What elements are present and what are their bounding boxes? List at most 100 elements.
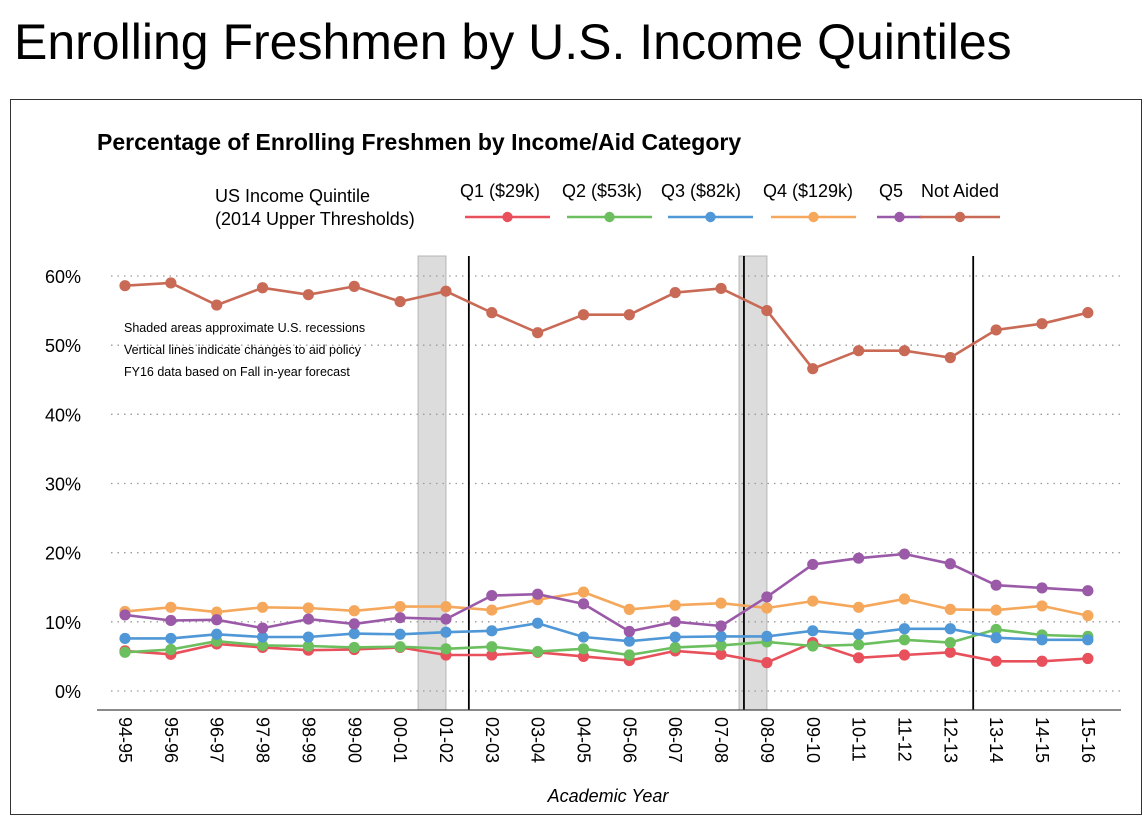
y-axis-ticks: 0% 10% 20% 30% 40% 50% 60% [45,267,81,702]
data-point [348,641,360,654]
data-point [761,657,773,669]
data-point [990,632,1002,644]
x-tick-label: 04-05 [574,717,594,763]
series-q4-129k [119,586,1094,622]
legend: Q1 ($29k) Q2 ($53k) Q3 ($82k) Q4 ($129k) Q5 N… [460,181,1000,223]
x-tick-label: 07-08 [711,717,731,763]
legend-label: Q1 ($29k) [460,181,540,201]
data-point [1082,652,1094,665]
line-chart: 0% 10% 20% 30% 40% 50% 60% 94-95 95-96 96-97 97-9… [45,129,1121,806]
data-point [853,601,865,613]
data-point [302,613,314,625]
data-point [1082,610,1094,622]
y-tick-label: 40% [45,405,81,425]
x-tick-label: 96-97 [207,717,227,763]
data-point [256,601,269,613]
x-tick-label: 94-95 [115,717,135,763]
y-tick-label: 50% [45,336,81,356]
data-point [990,324,1002,336]
data-point [807,625,819,637]
note-forecast: FY16 data based on Fall in-year forecast [124,365,350,379]
data-point [715,639,727,651]
data-point [944,603,956,615]
data-point [348,605,360,617]
data-point [623,649,635,661]
data-point [944,352,956,364]
data-point [302,640,314,652]
x-tick-label: 99-00 [344,717,364,763]
data-point [119,646,131,658]
data-point [669,287,681,299]
data-point [577,643,590,655]
data-point [623,603,635,615]
data-point [853,652,865,664]
data-point [440,626,452,638]
data-point [119,632,131,645]
data-point [532,588,544,600]
data-point [715,648,727,660]
data-point [669,641,681,654]
data-point [944,636,956,649]
data-point [486,307,498,319]
data-point [990,579,1002,591]
x-tick-label: 05-06 [619,717,639,763]
x-tick-label: 98-99 [298,717,318,763]
series-line [124,552,1088,633]
data-point [577,586,590,598]
legend-swatch-point [604,211,615,223]
data-point [394,628,406,640]
data-point [853,552,865,564]
legend-label: Not Aided [921,181,999,201]
data-point [394,601,406,613]
data-point [394,641,406,653]
data-point [211,299,223,311]
data-point [165,643,177,656]
data-point [669,599,681,611]
data-point [348,627,360,640]
data-point [1036,318,1048,330]
legend-title-line-1: US Income Quintile [215,186,370,206]
data-point [165,614,177,627]
note-aid-policy: Vertical lines indicate changes to aid p… [124,343,362,357]
legend-swatch-point [894,211,905,223]
x-tick-label: 97-98 [253,717,273,763]
x-tick-label: 09-10 [803,717,823,763]
x-tick-label: 08-09 [757,717,777,763]
legend-title-line-2: (2014 Upper Thresholds) [215,209,415,229]
data-point [440,601,452,613]
data-point [1036,634,1048,646]
data-point [256,282,269,294]
data-point [486,604,498,616]
data-point [1036,600,1048,612]
legend-label: Q5 [879,181,903,201]
series-line [124,590,1089,617]
data-point [898,649,911,661]
y-tick-label: 20% [45,544,81,564]
x-tick-label: 15-16 [1078,717,1098,763]
data-point [577,631,590,643]
x-tick-label: 02-03 [482,717,502,763]
x-tick-label: 13-14 [986,717,1006,763]
data-point [394,612,406,624]
data-point [256,639,269,651]
x-tick-label: 12-13 [940,717,960,763]
series-q3-82k [119,617,1094,647]
data-point [669,616,681,628]
data-point [944,558,956,570]
data-point [440,613,452,625]
data-point [623,635,635,647]
data-point [990,604,1002,616]
series-line [125,621,1088,643]
note-recessions: Shaded areas approximate U.S. recessions [124,321,365,335]
data-point [807,363,819,375]
data-point [302,631,314,643]
data-point [486,625,498,637]
series-line [124,641,1088,664]
chart-frame: 0% 10% 20% 30% 40% 50% 60% 94-95 95-96 96-97 97-9… [10,99,1142,815]
data-point [715,597,727,609]
data-point [165,632,177,645]
data-point [211,628,223,640]
data-point [165,277,177,289]
data-point [761,602,773,614]
recession-band-1 [417,255,447,711]
